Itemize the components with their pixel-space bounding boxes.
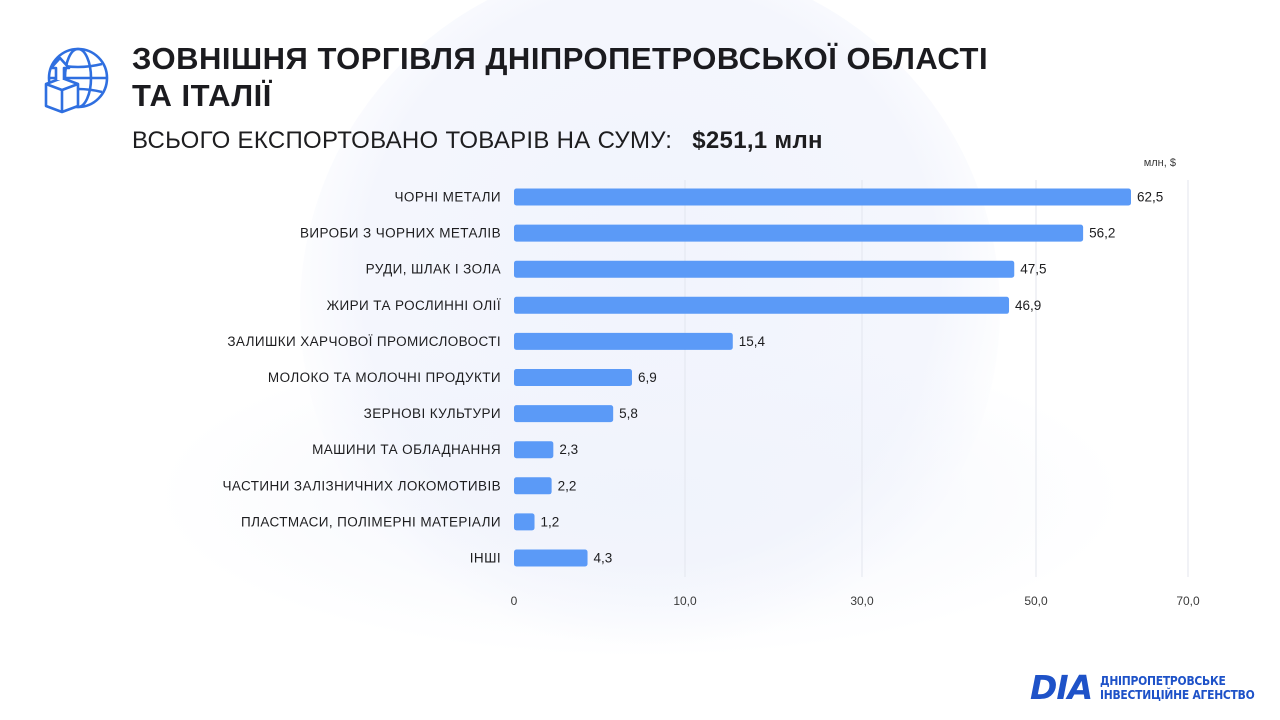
value-label: 62,5 — [1137, 190, 1163, 205]
page-title: ЗОВНІШНЯ ТОРГІВЛЯ ДНІПРОПЕТРОВСЬКОЇ ОБЛА… — [132, 40, 1112, 114]
category-label: МОЛОКО ТА МОЛОЧНІ ПРОДУКТИ — [268, 370, 501, 385]
value-label: 56,2 — [1089, 226, 1115, 241]
category-label: ЗЕРНОВІ КУЛЬТУРИ — [364, 406, 501, 421]
value-label: 46,9 — [1015, 298, 1041, 313]
value-label: 2,3 — [559, 442, 578, 457]
value-label: 15,4 — [739, 334, 766, 349]
value-label: 2,2 — [558, 478, 577, 493]
x-tick-label: 70,0 — [1176, 594, 1200, 608]
x-tick-label: 50,0 — [1024, 594, 1048, 608]
bar — [514, 332, 733, 350]
x-tick-label: 10,0 — [673, 594, 697, 608]
bar — [514, 188, 1131, 206]
value-label: 1,2 — [541, 514, 560, 529]
bar — [514, 405, 614, 423]
globe-export-icon — [44, 47, 109, 114]
category-label: ПЛАСТМАСИ, ПОЛІМЕРНІ МАТЕРІАЛИ — [241, 514, 501, 529]
dia-logo-mark: DIA — [1030, 668, 1093, 707]
category-label: ІНШІ — [470, 551, 501, 566]
category-label: ЧОРНІ МЕТАЛИ — [395, 190, 501, 205]
value-label: 6,9 — [638, 370, 657, 385]
dia-logo-line-1: ДНІПРОПЕТРОВСЬКЕ — [1100, 673, 1226, 688]
x-tick-label: 0 — [511, 594, 518, 608]
bar — [514, 513, 535, 531]
x-tick-label: 30,0 — [850, 594, 874, 608]
bar — [514, 477, 552, 495]
bar — [514, 549, 588, 567]
value-label: 5,8 — [619, 406, 638, 421]
category-label: ЧАСТИНИ ЗАЛІЗНИЧНИХ ЛОКОМОТИВІВ — [223, 478, 501, 493]
bar — [514, 260, 1015, 278]
dia-logo-line-2: ІНВЕСТИЦІЙНЕ АГЕНСТВО — [1100, 687, 1255, 702]
value-label: 4,3 — [594, 551, 613, 566]
category-label: ВИРОБИ З ЧОРНИХ МЕТАЛІВ — [300, 226, 501, 241]
subtitle: ВСЬОГО ЕКСПОРТОВАНО ТОВАРІВ НА СУМУ: $251… — [132, 126, 823, 156]
bar — [514, 224, 1084, 242]
title-line-2: ТА ІТАЛІЇ — [132, 78, 272, 113]
background-glow — [150, 330, 1130, 660]
dia-logo-text: ДНІПРОПЕТРОВСЬКЕ ІНВЕСТИЦІЙНЕ АГЕНСТВО — [1100, 673, 1255, 702]
category-label: МАШИНИ ТА ОБЛАДНАННЯ — [312, 442, 501, 457]
unit-label: млн, $ — [1144, 157, 1176, 169]
bar — [514, 296, 1010, 314]
value-label: 47,5 — [1020, 262, 1046, 277]
subtitle-text: ВСЬОГО ЕКСПОРТОВАНО ТОВАРІВ НА СУМУ: — [132, 127, 673, 154]
bar — [514, 441, 554, 459]
category-label: ЖИРИ ТА РОСЛИННІ ОЛІЇ — [327, 298, 501, 313]
title-line-1: ЗОВНІШНЯ ТОРГІВЛЯ ДНІПРОПЕТРОВСЬКОЇ ОБЛА… — [132, 41, 989, 76]
total-value: $251,1 млн — [692, 127, 823, 154]
bar — [514, 369, 632, 386]
dia-logo: DIA ДНІПРОПЕТРОВСЬКЕ ІНВЕСТИЦІЙНЕ АГЕНСТ… — [1030, 668, 1280, 708]
category-label: ЗАЛИШКИ ХАРЧОВОЇ ПРОМИСЛОВОСТІ — [227, 334, 501, 349]
category-label: РУДИ, ШЛАК І ЗОЛА — [366, 262, 501, 277]
